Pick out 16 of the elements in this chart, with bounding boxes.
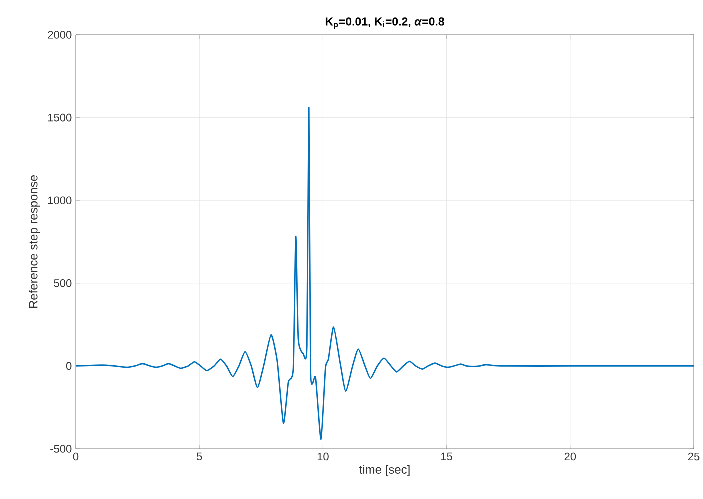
y-tick-label: 1000	[48, 196, 72, 204]
y-tick-label: 0	[66, 362, 72, 370]
y-tick-label: 1500	[48, 114, 72, 122]
x-tick-label: 15	[442, 452, 452, 461]
line-series	[76, 107, 694, 440]
chart-title: K$_{p}$=0.01, K$_{i}$=0.2, α=0.8	[326, 18, 444, 30]
y-tick-label: 2000	[48, 31, 72, 39]
y-tick-label: 500	[54, 279, 72, 288]
x-tick-label: 5	[196, 452, 202, 461]
x-tick-label: 20	[564, 452, 576, 461]
y-tick-label: -500	[50, 445, 72, 453]
x-axis-title: time [sec]	[360, 465, 410, 476]
x-tick-label: 0	[73, 452, 79, 461]
x-tick-label: 25	[688, 452, 700, 461]
x-tick-label: 10	[318, 452, 329, 461]
y-axis-title: Reference step response	[28, 176, 40, 308]
